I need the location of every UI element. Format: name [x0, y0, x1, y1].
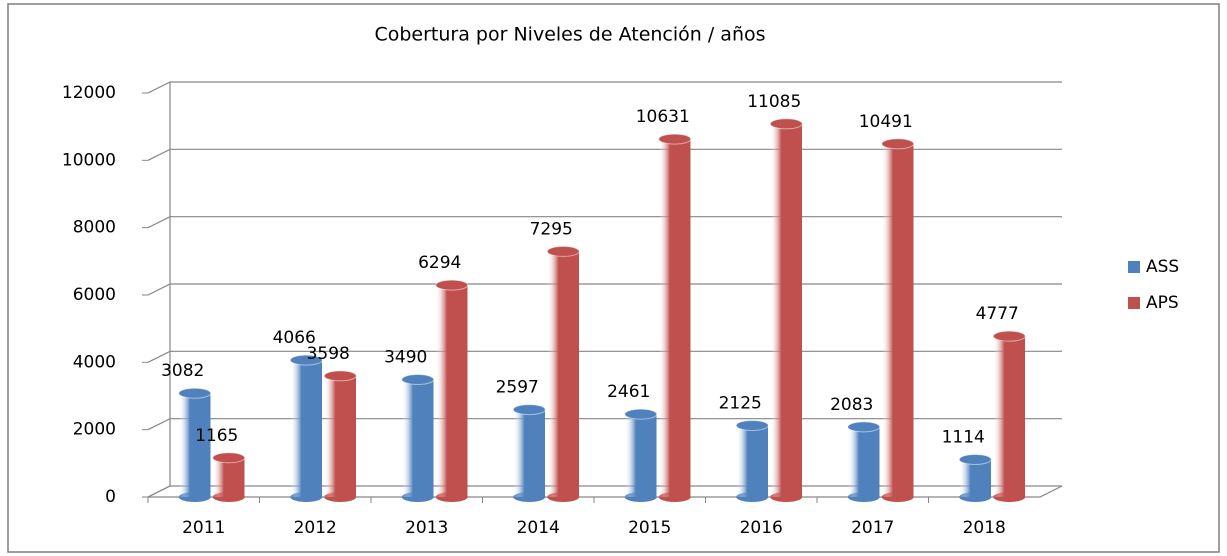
- bar-top: [769, 118, 803, 130]
- data-label: 2461: [607, 382, 650, 402]
- data-label: 3598: [307, 344, 350, 364]
- bar-top: [435, 279, 469, 291]
- y-tick-label: 6000: [73, 285, 116, 305]
- bar-top: [289, 354, 323, 366]
- data-label: 4777: [976, 304, 1019, 324]
- y-tick-label: 2000: [73, 420, 116, 440]
- data-label: 7295: [530, 219, 573, 239]
- bar: [624, 414, 657, 497]
- data-label: 3490: [384, 348, 427, 368]
- bar-top: [992, 330, 1026, 342]
- bar: [178, 393, 211, 497]
- bar: [212, 457, 245, 497]
- bar-top: [323, 370, 357, 382]
- bar: [881, 143, 914, 498]
- bar-top: [212, 452, 246, 464]
- legend-label: ASS: [1146, 257, 1179, 277]
- bar: [770, 123, 803, 498]
- data-label: 3082: [161, 361, 204, 381]
- bar-top: [178, 387, 212, 399]
- grid-line: [147, 148, 1062, 161]
- bar: [290, 360, 323, 497]
- x-tick-label: 2017: [851, 518, 894, 538]
- grid-line: [147, 81, 1062, 94]
- bar: [435, 285, 468, 497]
- data-label: 1114: [942, 427, 985, 447]
- data-label: 4066: [273, 328, 316, 348]
- bar-top: [624, 408, 658, 420]
- legend-label: APS: [1146, 293, 1179, 313]
- bar: [736, 425, 769, 497]
- legend-swatch: [1128, 261, 1140, 273]
- bar: [324, 375, 357, 497]
- y-tick-label: 8000: [73, 218, 116, 238]
- x-tick-label: 2015: [628, 518, 671, 538]
- bar-top: [735, 419, 769, 431]
- grid-line: [147, 418, 1062, 431]
- y-tick-label: 10000: [62, 150, 116, 170]
- bar: [959, 459, 992, 497]
- bar-top: [847, 421, 881, 433]
- bar-top: [401, 374, 435, 386]
- data-label: 10491: [859, 112, 913, 132]
- data-label: 11085: [747, 92, 801, 112]
- y-tick-label: 4000: [73, 352, 116, 372]
- x-tick-label: 2018: [963, 518, 1006, 538]
- data-label: 2597: [496, 378, 539, 398]
- data-label: 1165: [195, 426, 238, 446]
- grid-line: [147, 350, 1062, 363]
- grid-line: [147, 283, 1062, 296]
- bar: [993, 336, 1026, 497]
- bar: [513, 409, 546, 497]
- legend-swatch: [1128, 297, 1140, 309]
- data-label: 2125: [719, 393, 762, 413]
- y-tick-label: 12000: [62, 83, 116, 103]
- data-label: 6294: [418, 253, 461, 273]
- grid-line: [147, 216, 1062, 229]
- x-tick-label: 2011: [182, 518, 225, 538]
- bar-top: [512, 404, 546, 416]
- chart-title: Cobertura por Niveles de Atención / años: [374, 24, 765, 46]
- data-label: 2083: [830, 395, 873, 415]
- x-tick-label: 2014: [517, 518, 560, 538]
- bar-top: [958, 453, 992, 465]
- bar-top: [658, 133, 692, 145]
- bar: [847, 426, 880, 497]
- x-tick-label: 2012: [294, 518, 337, 538]
- bar: [658, 139, 691, 497]
- x-tick-label: 2016: [740, 518, 783, 538]
- data-label: 10631: [636, 107, 690, 127]
- bar-top: [881, 138, 915, 150]
- bar: [401, 379, 434, 497]
- y-tick-label: 0: [105, 487, 116, 507]
- bar: [547, 251, 580, 497]
- x-tick-label: 2013: [405, 518, 448, 538]
- bar-top: [546, 245, 580, 257]
